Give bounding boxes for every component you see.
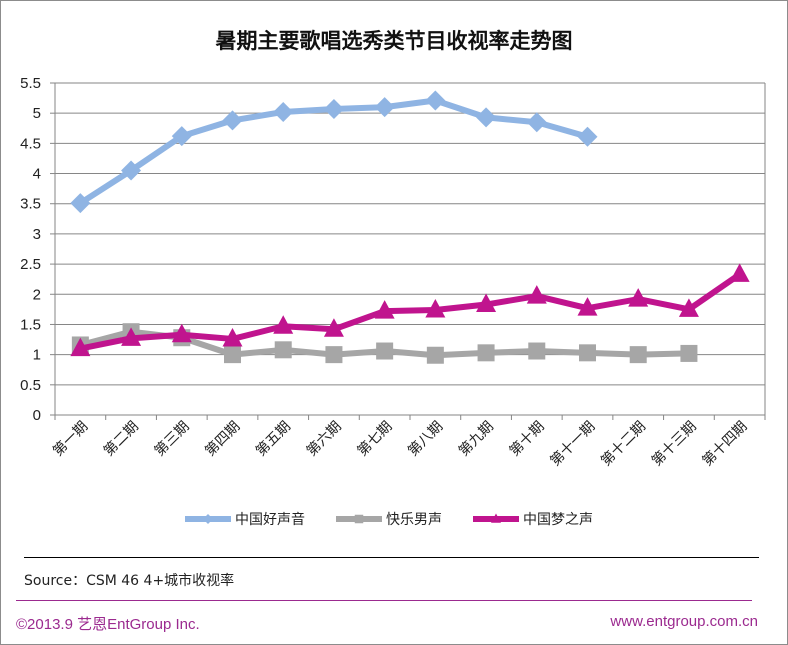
x-tick-label: 第十四期 xyxy=(699,418,751,470)
legend-entry: 中国好声音 xyxy=(185,511,305,528)
y-tick-label: 4.5 xyxy=(20,135,41,152)
series-group xyxy=(71,323,698,364)
legend-entry: 中国梦之声 xyxy=(473,512,593,528)
diamond-marker xyxy=(476,107,497,128)
triangle-marker xyxy=(526,285,547,304)
diamond-marker xyxy=(121,160,142,181)
triangle-marker xyxy=(273,315,294,334)
x-tick-label: 第十期 xyxy=(506,418,548,460)
series-line xyxy=(77,271,743,352)
series-group xyxy=(70,263,750,357)
y-tick-label: 3.5 xyxy=(20,196,41,213)
triangle-marker xyxy=(491,513,501,523)
y-tick-label: 5.5 xyxy=(20,75,41,92)
triangle-marker xyxy=(577,297,598,316)
square-marker xyxy=(376,342,394,360)
series-group xyxy=(70,90,598,214)
square-marker xyxy=(579,344,596,362)
triangle-marker xyxy=(70,337,91,357)
diamond-marker xyxy=(171,126,192,147)
footer-website: www.entgroup.com.cn xyxy=(610,613,758,630)
y-tick-label: 1.5 xyxy=(20,316,41,333)
diamond-marker xyxy=(203,514,213,524)
triangle-marker xyxy=(323,318,344,337)
line-chart: 暑期主要歌唱选秀类节目收视率走势图 0 0.5 1 1.5 2 2.5 3 3.5 4 4.5 5 5… xyxy=(20,29,766,528)
legend-label: 中国好声音 xyxy=(235,511,305,528)
y-tick-label: 3 xyxy=(33,226,41,243)
diamond-marker xyxy=(526,112,547,133)
legend-label: 快乐男声 xyxy=(386,512,442,528)
footer-copyright: ©2013.9 艺恩EntGroup Inc. xyxy=(16,616,200,633)
triangle-marker xyxy=(628,288,649,307)
x-tick-label: 第二期 xyxy=(100,418,142,460)
square-marker xyxy=(629,346,647,364)
y-tick-label: 5 xyxy=(33,105,41,122)
y-tick-label: 2 xyxy=(33,286,41,303)
x-tick-label: 第四期 xyxy=(202,418,244,460)
x-tick-label: 第七期 xyxy=(354,418,396,460)
triangle-marker xyxy=(121,327,142,346)
x-tick-label: 第十三期 xyxy=(648,418,700,470)
x-tick-label: 第三期 xyxy=(151,418,193,460)
x-tick-label: 第九期 xyxy=(455,418,497,460)
footer-separator xyxy=(16,600,752,601)
square-marker xyxy=(325,346,343,364)
legend-entry: 快乐男声 xyxy=(336,512,442,528)
triangle-marker xyxy=(222,327,243,347)
x-tick-label: 第一期 xyxy=(49,418,91,460)
square-marker xyxy=(354,514,364,524)
diamond-marker xyxy=(577,126,598,147)
square-marker xyxy=(274,341,292,359)
x-tick-label: 第六期 xyxy=(303,418,345,460)
diamond-marker xyxy=(222,110,243,131)
legend-label: 中国梦之声 xyxy=(523,512,593,528)
y-tick-label: 2.5 xyxy=(20,256,41,273)
y-tick-label: 0.5 xyxy=(20,377,41,394)
square-marker xyxy=(426,346,444,364)
diamond-marker xyxy=(374,97,395,118)
x-tick-label: 第十一期 xyxy=(547,418,599,470)
source-separator xyxy=(24,557,759,558)
axes: 00.511.522.533.544.555.5第一期 第二期 第三期 第四期 第五期第… xyxy=(20,75,766,470)
diamond-marker xyxy=(273,101,294,122)
triangle-marker xyxy=(729,263,750,282)
series-lines xyxy=(70,90,750,364)
source-note: Source：CSM 46 4+城市收视率 xyxy=(24,573,235,589)
diamond-marker xyxy=(425,90,446,111)
diamond-marker xyxy=(70,193,91,214)
chart-title: 暑期主要歌唱选秀类节目收视率走势图 xyxy=(216,29,573,53)
square-marker xyxy=(224,346,241,364)
x-tick-label: 第八期 xyxy=(404,418,446,460)
y-tick-label: 0 xyxy=(33,407,41,424)
legend: 中国好声音 快乐男声 中国梦之声 xyxy=(185,511,593,528)
y-tick-label: 4 xyxy=(33,166,41,183)
triangle-marker xyxy=(476,293,497,313)
square-marker xyxy=(477,344,495,362)
y-tick-label: 1 xyxy=(33,347,41,364)
diamond-marker xyxy=(323,98,344,119)
x-tick-label: 第十二期 xyxy=(597,418,649,470)
grid-lines xyxy=(55,82,765,386)
square-marker xyxy=(680,344,698,362)
triangle-marker xyxy=(678,298,699,317)
x-tick-label: 第五期 xyxy=(252,418,294,460)
triangle-marker xyxy=(171,323,192,343)
triangle-marker xyxy=(374,300,395,319)
triangle-marker xyxy=(425,298,446,318)
square-marker xyxy=(528,342,546,360)
